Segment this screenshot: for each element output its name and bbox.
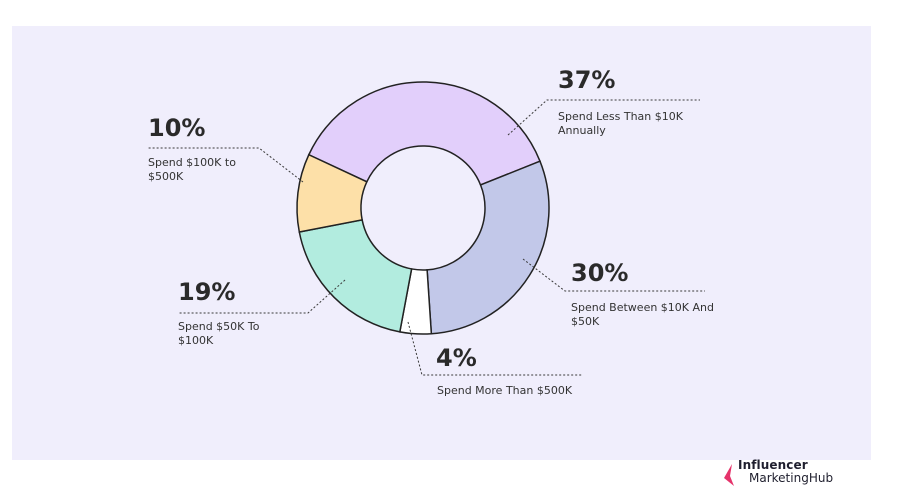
percent-label-spend-between-10k-and-50k: 30%: [571, 259, 628, 287]
category-label-spend-more-than-500k-line1: Spend More Than $500K: [437, 384, 573, 397]
category-label-spend-less-than-10k-annually-line1: Spend Less Than $10K: [558, 110, 684, 123]
percent-label-spend-50k-to-100k: 19%: [178, 278, 235, 306]
leader-line-spend-less-than-10k-annually: [507, 99, 700, 136]
leader-line-spend-100k-to-500k: [148, 147, 304, 183]
percent-label-spend-more-than-500k: 4%: [436, 344, 477, 372]
category-label-spend-50k-to-100k-line2: $100K: [178, 334, 214, 347]
category-label-spend-less-than-10k-annually-line2: Annually: [558, 124, 606, 137]
brand-logo: Influencer MarketingHub: [722, 458, 872, 488]
slice-spend-between-10k-and-50k: [426, 160, 550, 335]
percent-label-spend-less-than-10k-annually: 37%: [558, 66, 615, 94]
leader-line-spend-between-10k-and-50k: [522, 258, 705, 292]
brand-mark-icon: [724, 464, 734, 486]
brand-name-line1: Influencer: [738, 458, 808, 472]
brand-name-line2: MarketingHub: [749, 471, 833, 485]
category-label-spend-100k-to-500k-line2: $500K: [148, 170, 184, 183]
brand-name-marketing: Marketing: [749, 471, 809, 485]
leader-line-spend-50k-to-100k: [178, 279, 346, 314]
category-label-spend-100k-to-500k-line1: Spend $100K to: [148, 156, 236, 169]
slice-spend-100k-to-500k: [296, 153, 368, 233]
category-label-spend-50k-to-100k-line1: Spend $50K To: [178, 320, 260, 333]
category-label-spend-between-10k-and-50k-line2: $50K: [571, 315, 600, 328]
slice-spend-50k-to-100k: [298, 218, 413, 333]
slice-spend-less-than-10k-annually: [307, 81, 541, 186]
leader-line-spend-more-than-500k: [407, 321, 582, 376]
brand-name-hub: Hub: [808, 471, 834, 485]
category-label-spend-between-10k-and-50k-line1: Spend Between $10K And: [571, 301, 714, 314]
percent-label-spend-100k-to-500k: 10%: [148, 114, 205, 142]
